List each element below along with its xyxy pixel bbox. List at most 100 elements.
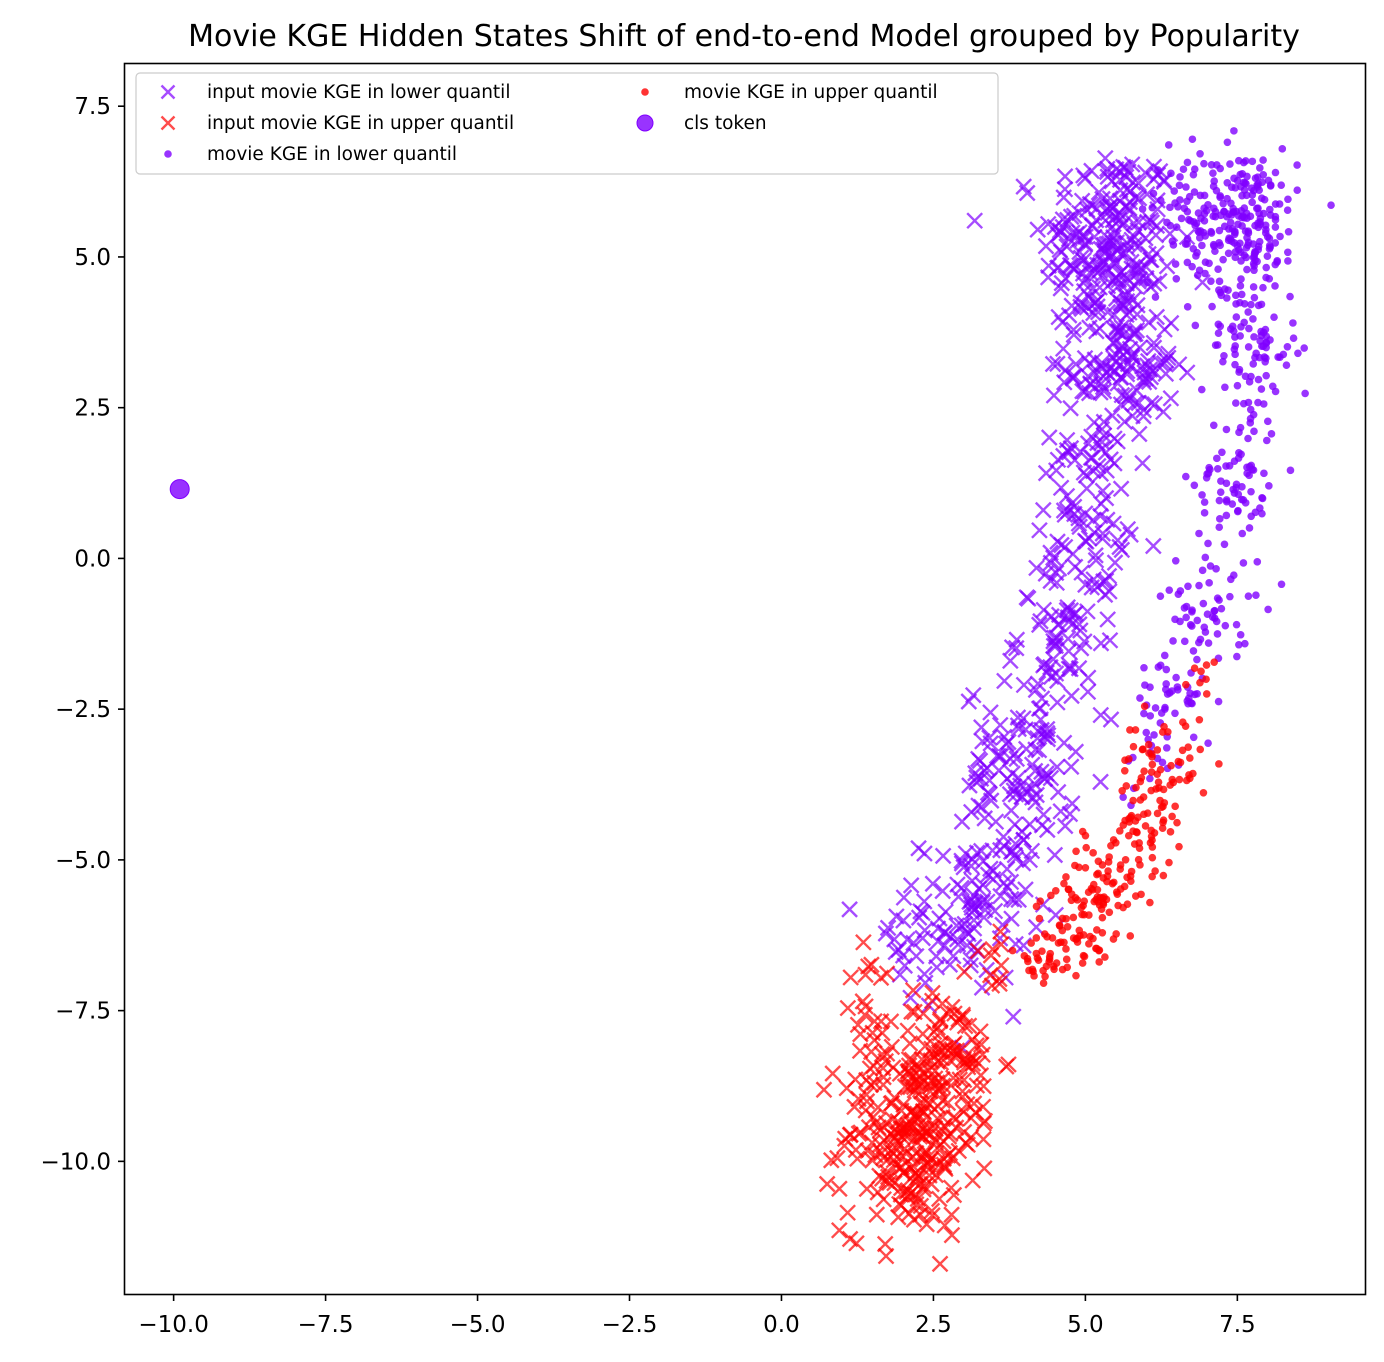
- dot-point: [1182, 613, 1190, 622]
- dot-point: [1032, 934, 1041, 942]
- x-marker-point: [1046, 846, 1064, 864]
- dot-point: [1141, 681, 1149, 689]
- dot-point: [1301, 389, 1309, 398]
- dot-point: [1245, 462, 1254, 471]
- x-marker-point: [1170, 356, 1188, 373]
- dot-point: [1191, 221, 1199, 230]
- x-marker-point: [1092, 773, 1109, 791]
- x-marker-point: [822, 1151, 840, 1169]
- dot-point: [1156, 765, 1165, 774]
- x-marker-point: [897, 1145, 915, 1162]
- x-marker-point: [1130, 425, 1148, 443]
- dot-point: [1196, 227, 1205, 235]
- dot-point: [1251, 174, 1260, 182]
- dot-point: [1188, 606, 1196, 614]
- dot-point: [1221, 383, 1229, 392]
- dot-point: [1185, 771, 1193, 779]
- dot-point: [1134, 855, 1143, 864]
- dot-point: [1095, 946, 1104, 954]
- dot-point: [1140, 709, 1148, 718]
- dot-point: [1190, 188, 1199, 196]
- dot-point: [1188, 622, 1196, 630]
- dot-point: [1250, 266, 1258, 275]
- dot-point: [1035, 914, 1044, 923]
- dot-point: [1199, 599, 1208, 608]
- series-2: [1119, 127, 1335, 810]
- series-4: [169, 479, 190, 500]
- dot-point: [1148, 753, 1156, 761]
- x-marker-point: [1066, 451, 1084, 469]
- dot-point: [1200, 210, 1209, 218]
- x-marker-point: [1162, 389, 1180, 407]
- dot-point: [1186, 217, 1195, 225]
- x-marker-point: [847, 1141, 865, 1159]
- dot-point: [1116, 827, 1124, 835]
- dot-point: [1250, 333, 1258, 341]
- legend-entry: movie KGE in lower quantil: [164, 144, 457, 165]
- x-marker-point: [1056, 506, 1074, 524]
- dot-point: [1208, 613, 1217, 621]
- x-marker-point: [1075, 228, 1092, 246]
- dot-point: [1054, 939, 1063, 947]
- dot-point: [1190, 664, 1199, 672]
- x-marker-point: [928, 958, 946, 976]
- dot-point: [1241, 372, 1250, 381]
- x-marker-point: [1054, 340, 1072, 358]
- x-marker-point: [1075, 252, 1092, 269]
- dot-point: [1156, 592, 1165, 600]
- x-marker-point: [904, 981, 922, 999]
- x-marker-point: [1076, 532, 1094, 550]
- dot-point: [1153, 746, 1162, 754]
- x-marker-point: [895, 912, 912, 929]
- dot-point: [1120, 767, 1129, 775]
- x-marker-point: [987, 813, 1005, 831]
- x-marker-point: [887, 1132, 905, 1150]
- x-marker-point: [1097, 572, 1115, 590]
- dot-point: [1131, 726, 1140, 734]
- dot-point: [1158, 824, 1167, 833]
- x-marker-point: [1105, 198, 1123, 216]
- x-marker-point: [988, 747, 1006, 765]
- x-marker-point: [954, 1008, 972, 1026]
- dot-point: [1190, 165, 1199, 174]
- x-marker-point: [1048, 694, 1066, 711]
- dot-point: [1256, 504, 1264, 512]
- x-marker-point: [915, 1178, 933, 1195]
- dot-point: [1261, 357, 1269, 366]
- x-marker-point: [896, 957, 914, 975]
- dot-point: [1273, 258, 1281, 266]
- dot-point: [1249, 259, 1258, 268]
- dot-point: [1194, 209, 1203, 217]
- x-marker-point: [1089, 457, 1107, 475]
- dot-point: [1159, 785, 1168, 794]
- x-marker-point: [1043, 608, 1060, 625]
- x-marker-point: [1060, 642, 1078, 660]
- x-marker-point: [1039, 269, 1057, 286]
- x-marker-point: [1023, 842, 1041, 860]
- x-marker-point: [1073, 192, 1091, 210]
- x-marker-point: [1116, 413, 1134, 431]
- x-marker-point: [1030, 616, 1048, 634]
- dot-point: [1182, 472, 1190, 481]
- dot-point: [1183, 303, 1192, 311]
- x-marker-point: [982, 792, 1000, 809]
- dot-point: [1067, 890, 1076, 898]
- dot-point: [1020, 952, 1029, 960]
- x-marker-point: [950, 888, 967, 906]
- dot-point: [1256, 220, 1265, 229]
- x-marker-point: [1052, 224, 1069, 241]
- y-tick-label: 5.0: [74, 245, 111, 271]
- dot-point: [1109, 878, 1118, 887]
- x-marker-point: [974, 732, 991, 750]
- x-marker-point: [858, 1180, 876, 1198]
- dot-point: [1163, 218, 1171, 227]
- dot-point: [1146, 774, 1154, 783]
- x-marker-point: [1111, 181, 1129, 199]
- x-marker-point: [945, 1069, 962, 1087]
- dot-point: [1164, 141, 1173, 149]
- dot-point: [1151, 867, 1159, 875]
- dot-point: [1265, 274, 1274, 283]
- x-marker-point: [864, 1152, 881, 1169]
- x-marker-point: [900, 1062, 918, 1080]
- x-marker-point: [973, 979, 991, 996]
